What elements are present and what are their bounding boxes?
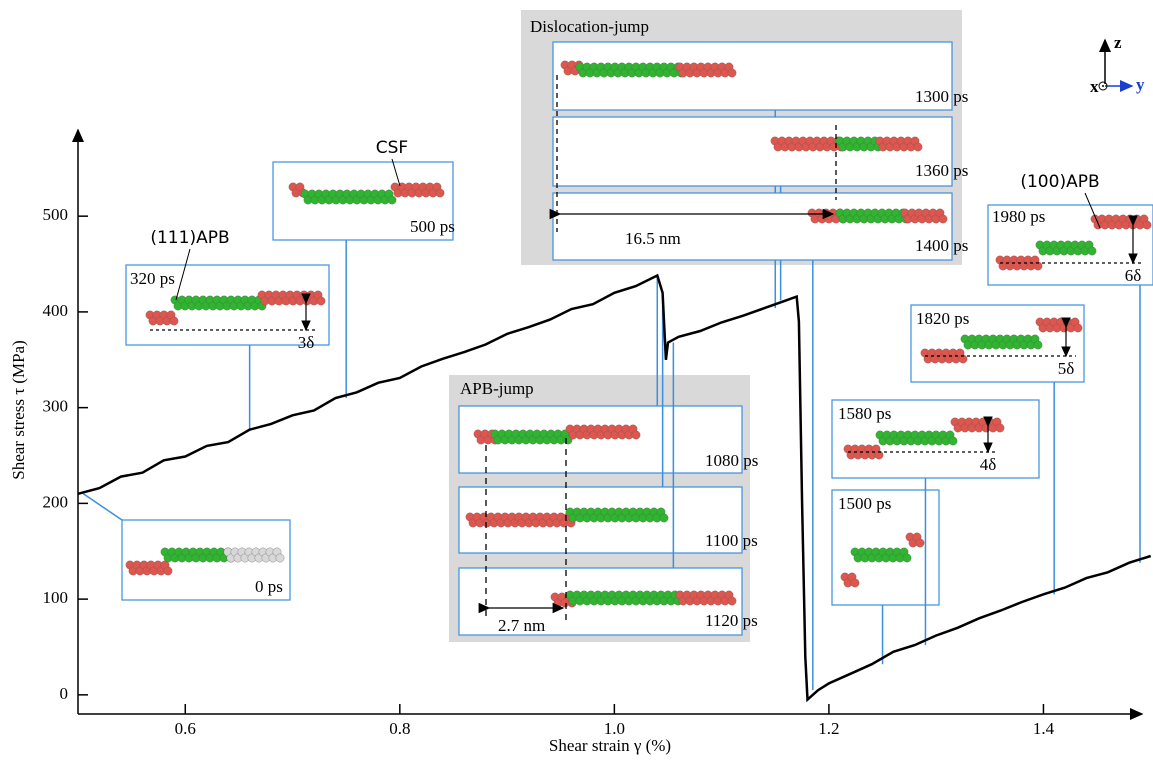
atom [1033, 340, 1043, 350]
snapshot-box [272, 161, 454, 241]
step-label: 5δ [1058, 359, 1075, 378]
snapshot-time: 0 ps [255, 577, 283, 596]
atom [727, 596, 737, 606]
atom [995, 423, 1005, 433]
y-tick-label: 300 [43, 397, 69, 416]
atom [169, 316, 179, 326]
axis-glyph-label: x [1090, 77, 1099, 96]
snapshot-time: 320 ps [130, 269, 175, 288]
connector [82, 493, 123, 521]
y-tick-label: 0 [60, 684, 69, 703]
group-title: Dislocation-jump [530, 17, 649, 36]
snapshot-box [552, 116, 953, 187]
atom [913, 142, 923, 152]
snapshot-time: 1300 ps [915, 87, 968, 106]
atom [1073, 323, 1083, 333]
atom [938, 214, 948, 224]
atom [275, 553, 285, 563]
y-tick-label: 100 [43, 588, 69, 607]
atom [316, 296, 326, 306]
annotation: (100)APB [1020, 172, 1099, 192]
snapshot-time: 1820 ps [916, 309, 969, 328]
atom [1033, 261, 1043, 271]
atom [631, 430, 641, 440]
y-tick-label: 400 [43, 301, 69, 320]
connector [1084, 192, 1101, 229]
snapshot-time: 1400 ps [915, 236, 968, 255]
annotation: CSF [376, 138, 408, 158]
step-label: 6δ [1125, 266, 1142, 285]
snapshot-time: 1120 ps [705, 611, 758, 630]
y-tick-label: 500 [43, 205, 69, 224]
connector [175, 248, 191, 301]
atom [435, 188, 445, 198]
atom [948, 436, 958, 446]
atom [958, 354, 968, 364]
x-tick-label: 1.4 [1033, 719, 1055, 738]
y-axis-label: Shear stress τ (MPa) [9, 340, 28, 480]
atom [850, 578, 860, 588]
snapshot-box [552, 41, 953, 111]
snapshot-box [552, 192, 953, 261]
snapshot-time: 1500 ps [838, 494, 891, 513]
snapshot-time: 500 ps [410, 217, 455, 236]
atom [1142, 220, 1152, 230]
step-label: 3δ [298, 333, 315, 352]
connector [391, 158, 401, 187]
atom [659, 513, 669, 523]
axis-glyph-label: z [1114, 33, 1122, 52]
atom [874, 450, 884, 460]
x-tick-label: 0.6 [175, 719, 196, 738]
atom [902, 553, 912, 563]
atom [915, 538, 925, 548]
x-tick-label: 1.2 [818, 719, 839, 738]
axis-glyph-label: y [1136, 75, 1145, 94]
atom [1087, 246, 1097, 256]
atom [163, 566, 173, 576]
snapshot-time: 1980 ps [992, 207, 1045, 226]
x-tick-label: 0.8 [389, 719, 410, 738]
annotation: (111)APB [150, 228, 229, 248]
axes-glyph: x y z [1090, 33, 1145, 96]
snapshot-time: 1080 ps [705, 451, 758, 470]
data-line [77, 273, 1152, 703]
atom [387, 195, 397, 205]
atom [727, 68, 737, 78]
group-title: APB-jump [460, 379, 534, 398]
x-tick-label: 1.0 [604, 719, 625, 738]
x-axis-label: Shear strain γ (%) [549, 736, 671, 755]
y-tick-label: 200 [43, 492, 69, 511]
snapshot-time: 1360 ps [915, 161, 968, 180]
distance-label: 16.5 nm [625, 229, 681, 248]
snapshot-time: 1580 ps [838, 404, 891, 423]
snapshot-time: 1100 ps [705, 531, 758, 550]
distance-label: 2.7 nm [498, 616, 545, 635]
step-label: 4δ [980, 455, 997, 474]
